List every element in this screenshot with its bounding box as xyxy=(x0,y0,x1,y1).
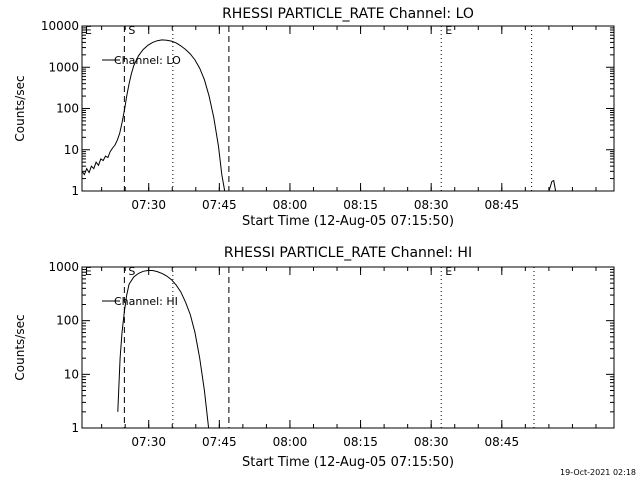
y-tick-label-10000: 10000 xyxy=(41,19,79,33)
series-line xyxy=(81,39,226,192)
x-tick-label-08:30: 08:30 xyxy=(414,198,449,212)
legend-label: Channel: LO xyxy=(114,54,181,67)
chart-title: RHESSI PARTICLE_RATE Channel: HI xyxy=(224,245,472,261)
x-tick-label-08:45: 08:45 xyxy=(485,435,520,449)
marker-label-E: E xyxy=(445,24,452,37)
marker-label-E: E xyxy=(85,265,92,278)
footer-timestamp: 19-Oct-2021 02:18 xyxy=(560,468,636,477)
plot-frame xyxy=(81,25,615,192)
series-line xyxy=(548,179,557,192)
marker-label-S: S xyxy=(128,265,135,278)
y-tick-label-100: 100 xyxy=(56,102,79,116)
marker-label-E: E xyxy=(445,265,452,278)
x-tick-label-07:30: 07:30 xyxy=(131,198,166,212)
x-tick-label-08:00: 08:00 xyxy=(273,198,308,212)
x-tick-label-07:45: 07:45 xyxy=(202,435,237,449)
legend-label: Channel: HI xyxy=(114,295,178,308)
x-axis-label: Start Time (12-Aug-05 07:15:50) xyxy=(242,455,454,470)
y-tick-label-1: 1 xyxy=(71,421,79,435)
x-tick-label-08:00: 08:00 xyxy=(273,435,308,449)
marker-label-S: S xyxy=(128,24,135,37)
y-tick-label-1: 1 xyxy=(71,184,79,198)
series-line xyxy=(117,270,210,429)
marker-label-E: E xyxy=(85,24,92,37)
x-tick-label-08:30: 08:30 xyxy=(414,435,449,449)
panel-channel-lo: RHESSI PARTICLE_RATE Channel: LO 1 10 100 10… xyxy=(13,6,615,229)
y-tick-label-10: 10 xyxy=(64,367,79,381)
x-tick-label-07:30: 07:30 xyxy=(131,435,166,449)
x-tick-label-08:15: 08:15 xyxy=(343,435,378,449)
x-axis-label: Start Time (12-Aug-05 07:15:50) xyxy=(242,214,454,229)
panel-channel-hi: RHESSI PARTICLE_RATE Channel: HI 1 10 100 10… xyxy=(13,245,615,470)
plot-frame xyxy=(81,266,615,429)
y-axis-label: Counts/sec xyxy=(13,75,27,141)
y-tick-label-1000: 1000 xyxy=(48,260,79,274)
x-tick-label-08:15: 08:15 xyxy=(343,198,378,212)
y-tick-label-1000: 1000 xyxy=(48,60,79,74)
y-tick-label-10: 10 xyxy=(64,143,79,157)
y-tick-label-100: 100 xyxy=(56,314,79,328)
x-tick-label-08:45: 08:45 xyxy=(485,198,520,212)
chart-title: RHESSI PARTICLE_RATE Channel: LO xyxy=(222,6,474,22)
y-axis-label: Counts/sec xyxy=(13,314,27,380)
x-tick-label-07:45: 07:45 xyxy=(202,198,237,212)
